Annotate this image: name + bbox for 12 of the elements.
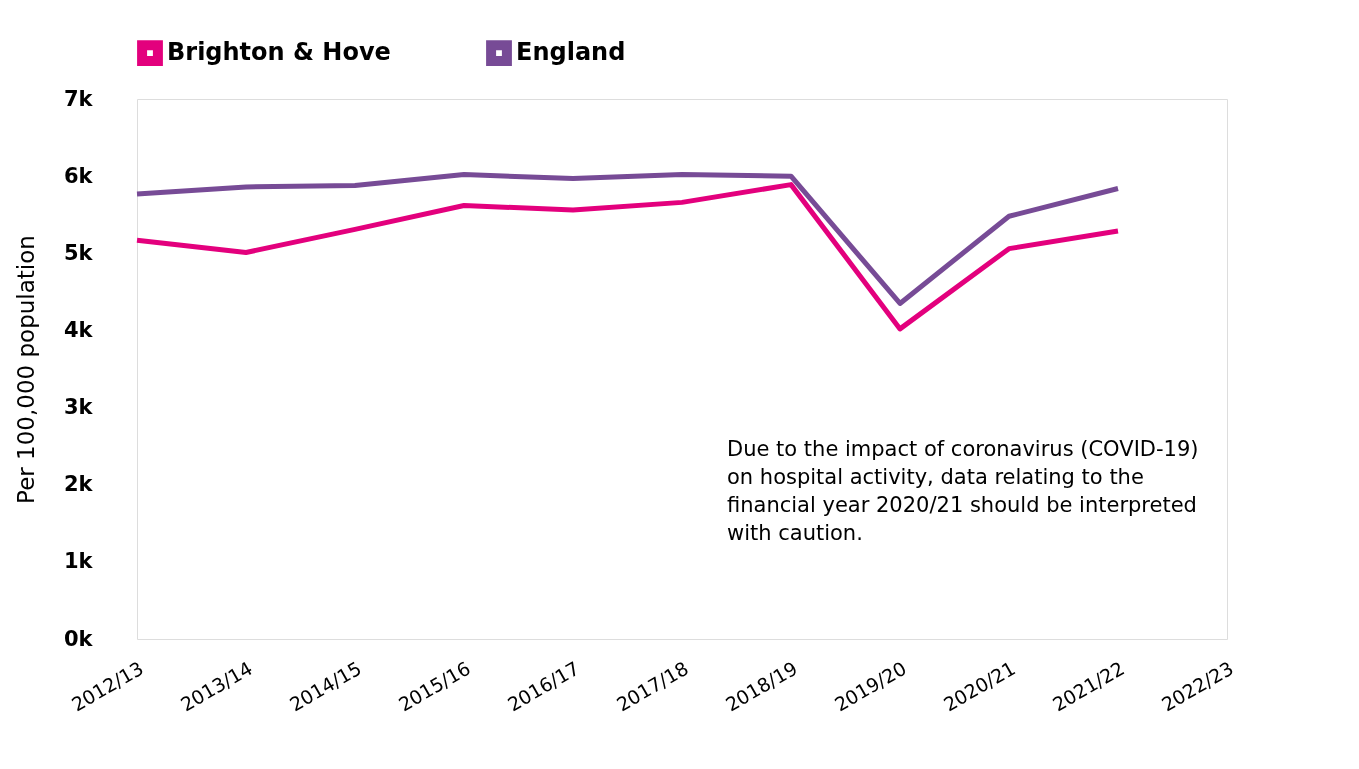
y-tick-label: 1k [63, 549, 94, 574]
legend-label: England [516, 38, 626, 67]
y-tick-label: 7k [63, 86, 94, 111]
legend-label: Brighton & Hove [167, 38, 391, 67]
y-tick-label: 4k [63, 317, 94, 342]
annotation: Due to the impact of coronavirus (COVID-19) on hospital activity, data relating to the financial year 2020/21 should be interpreted with caution. [727, 437, 1199, 545]
y-tick-label: 0k [63, 626, 94, 651]
y-axis-title: Per 100,000 population [12, 235, 39, 504]
y-tick-label: 2k [63, 472, 94, 497]
y-tick-label: 3k [63, 395, 94, 420]
y-tick-label: 6k [63, 163, 94, 188]
y-tick-label: 5k [63, 240, 94, 265]
